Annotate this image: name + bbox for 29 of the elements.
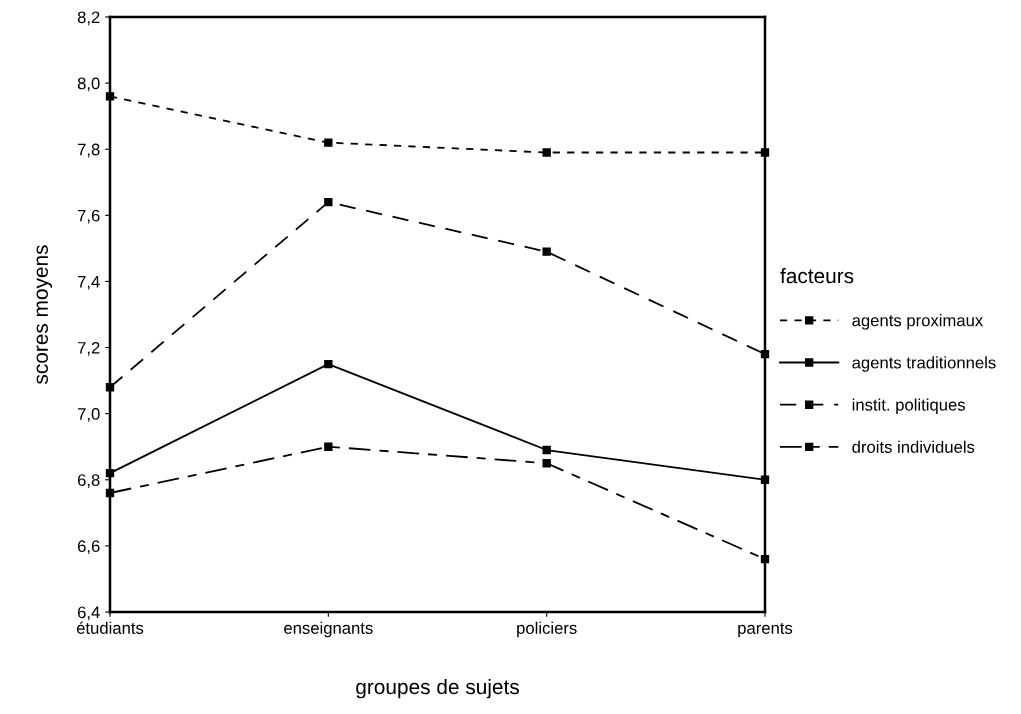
y-tick-label: 6,4 <box>77 606 100 621</box>
legend-label: instit. politiques <box>852 398 966 415</box>
x-tick-label: enseignants <box>284 621 373 638</box>
point <box>542 445 551 455</box>
y-tick-label: 7,8 <box>77 143 100 158</box>
legend-title: facteurs <box>780 268 854 284</box>
point <box>324 197 333 207</box>
y-tick-label: 8,2 <box>77 11 100 26</box>
y-tick-label: 7,0 <box>77 408 100 422</box>
point <box>542 148 551 157</box>
legend-label: agents traditionnels <box>852 356 996 372</box>
y-tick-label: 6,8 <box>77 474 100 488</box>
y-axis-title: scores moyens <box>36 245 53 384</box>
x-tick-label: parents <box>738 623 793 638</box>
y-tick-label: 7,6 <box>77 209 100 224</box>
y-tick-label: 6,6 <box>77 540 100 555</box>
y-tick-label: 7,4 <box>77 276 100 290</box>
legend-label: droits individuels <box>852 440 975 453</box>
point <box>324 138 333 147</box>
point <box>324 442 333 451</box>
point <box>324 359 333 369</box>
point <box>542 459 551 468</box>
x-axis-title: groupes de sujets <box>356 678 519 699</box>
legend-label: agents proximaux <box>852 314 984 330</box>
y-tick-label: 7,2 <box>77 341 100 356</box>
x-tick-label: policiers <box>517 621 577 638</box>
point <box>542 247 551 256</box>
x-tick-label: étudiants <box>76 621 144 634</box>
y-tick-label: 8,0 <box>77 77 100 92</box>
